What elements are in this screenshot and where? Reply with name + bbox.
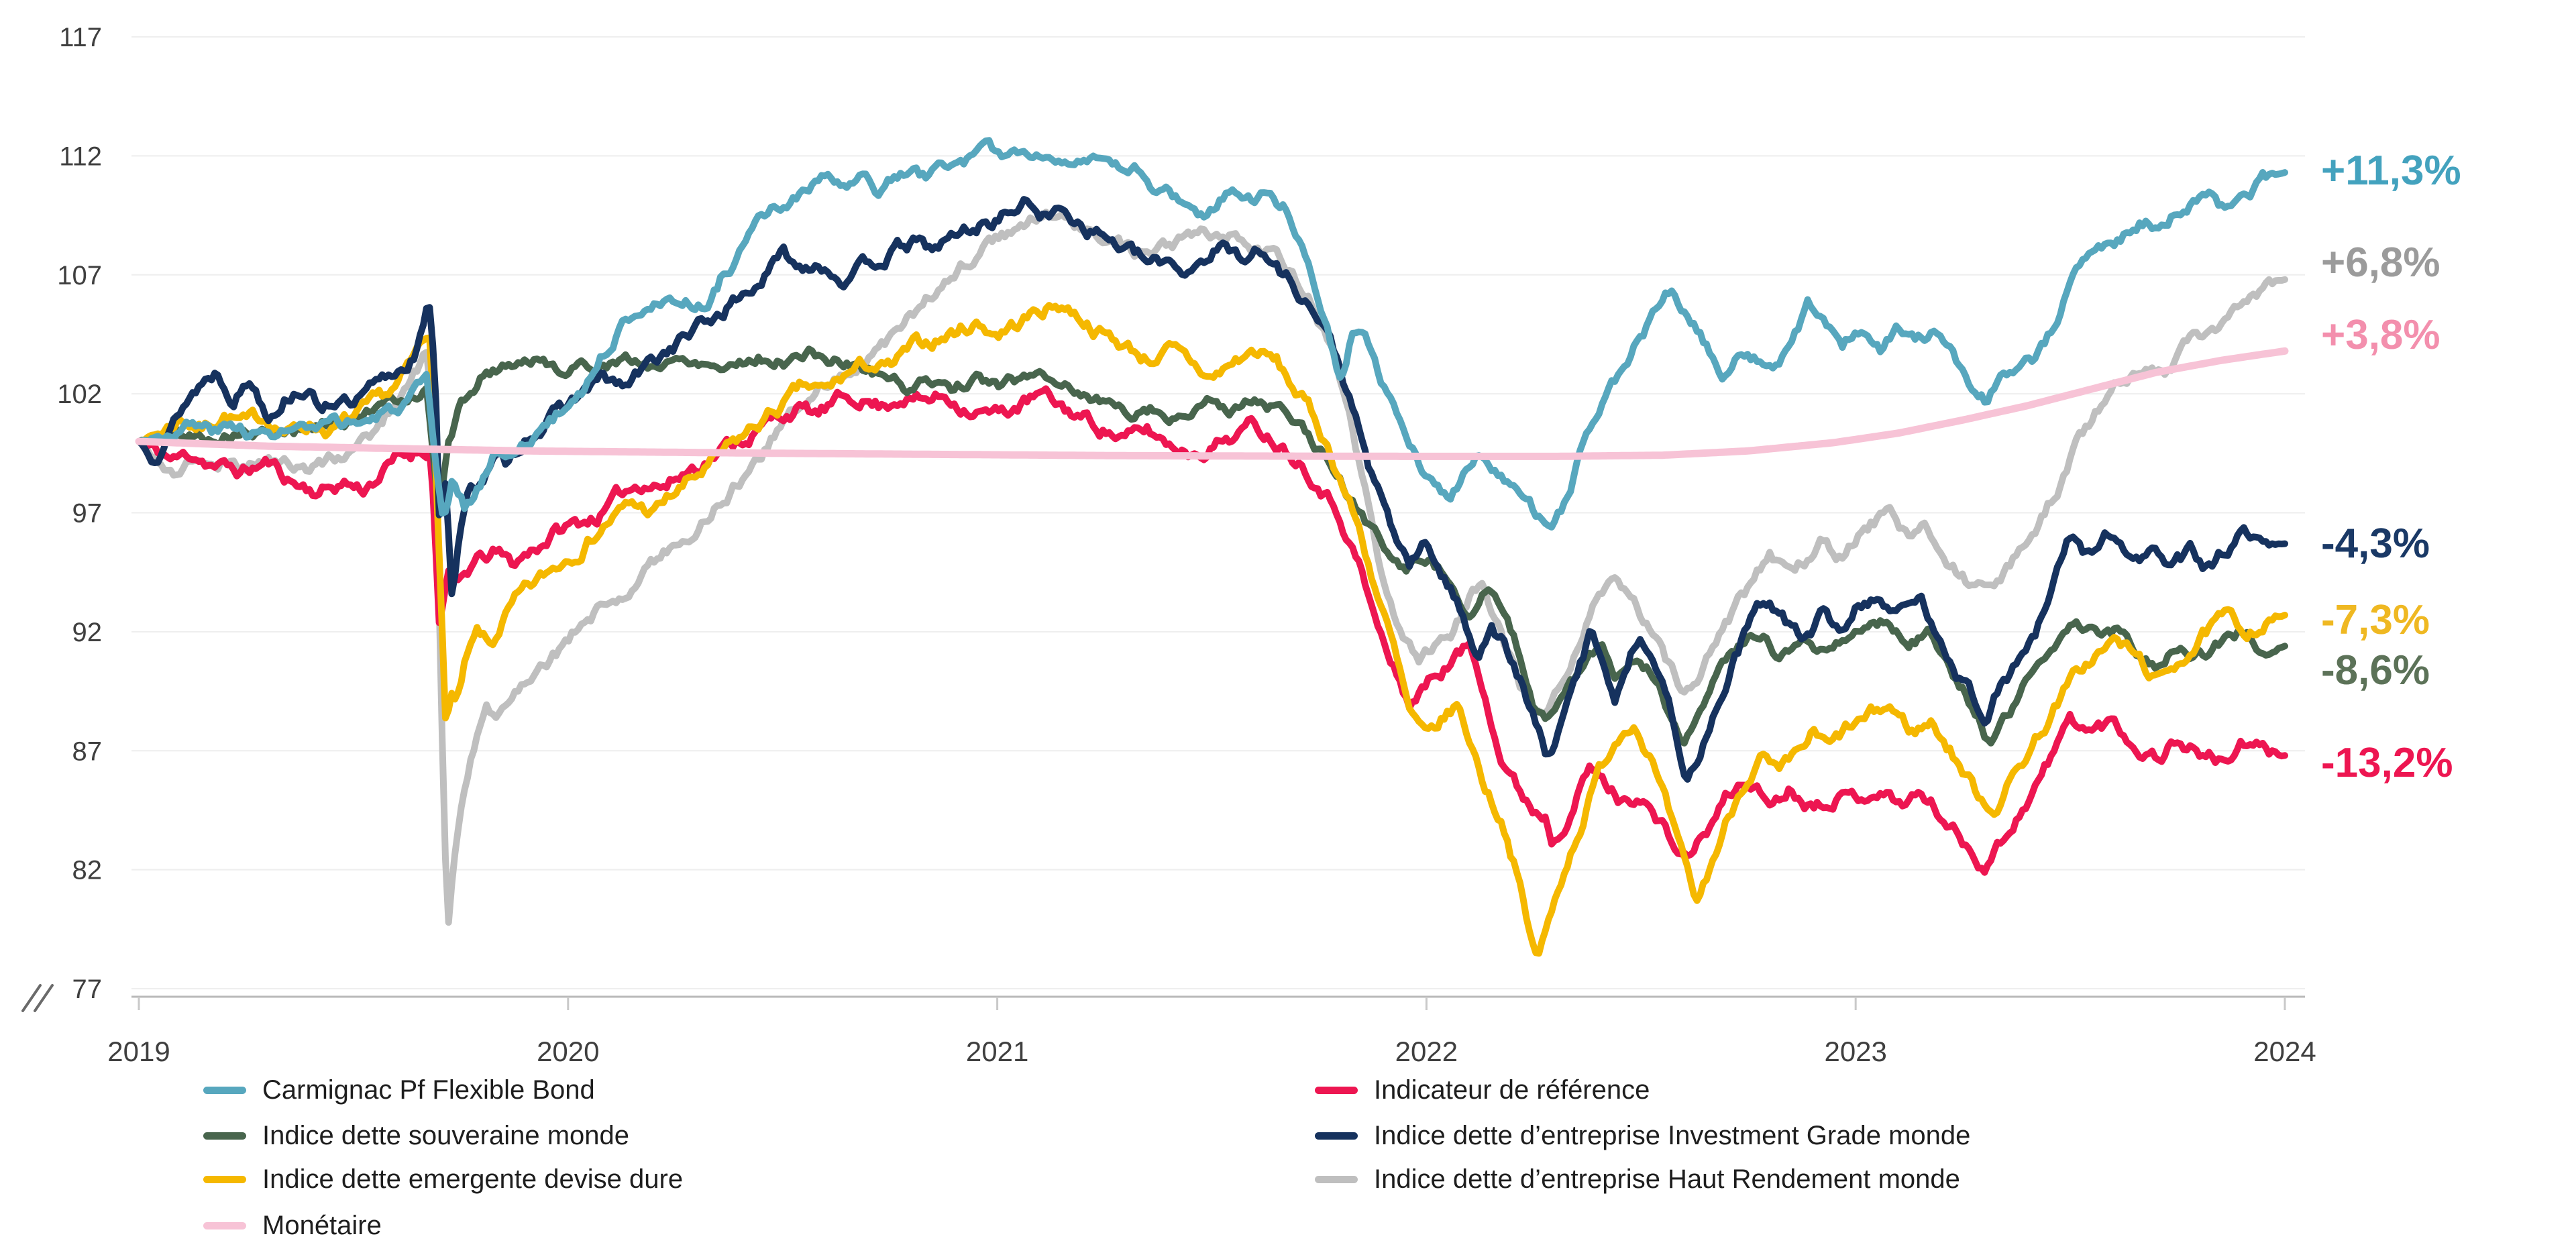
x-axis-tick-label: 2020 (537, 1036, 599, 1067)
end-label-dette-emergente: -7,3% (2321, 597, 2430, 643)
y-axis-tick-label: 112 (59, 142, 102, 171)
end-label-investment-grade: -4,3% (2321, 521, 2430, 567)
y-axis-tick-label: 77 (72, 975, 103, 1004)
legend-label: Indice dette emergente devise dure (262, 1164, 684, 1194)
series-line-indice-dette-d-entreprise-haut-rendement-monde (136, 209, 2288, 926)
y-axis-tick-label: 97 (72, 499, 103, 529)
legend-label: Indice dette d’entreprise Haut Rendement… (1374, 1164, 1960, 1194)
series-line-mon-taire (135, 347, 2289, 460)
axis-break-icon (21, 984, 54, 1012)
x-axis-tick-label: 2019 (107, 1036, 170, 1067)
gridlines (131, 36, 2305, 989)
legend-swatch-haut-rendement-icon (1315, 1175, 1358, 1183)
x-axis-tick-label: 2022 (1395, 1036, 1458, 1067)
legend-swatch-souveraine-icon (203, 1132, 246, 1140)
end-label-indicateur-reference: -13,2% (2321, 740, 2453, 786)
series-line-indice-dette-emergente-devise-dure (136, 302, 2288, 957)
axes (131, 995, 2305, 1010)
y-axis-tick-label: 82 (72, 856, 103, 885)
x-axis-tick-label: 2023 (1824, 1036, 1886, 1067)
y-axis-tick-label: 117 (59, 23, 102, 52)
legend-swatch-investment-grade-icon (1315, 1132, 1358, 1140)
legend-swatch-monetaire-icon (203, 1221, 246, 1229)
legend-swatch-emergente-icon (203, 1175, 246, 1183)
legend-item-dette-souveraine: Indice dette souveraine monde (203, 1119, 629, 1152)
legend-label: Monétaire (262, 1210, 382, 1240)
end-label-monetaire: +3,8% (2321, 312, 2440, 358)
x-axis-tick-label: 2024 (2253, 1036, 2316, 1067)
series-line-indicateur-de-r-f-rence (136, 385, 2288, 876)
y-axis-tick-label: 92 (72, 618, 103, 647)
legend-item-dette-emergente: Indice dette emergente devise dure (203, 1163, 683, 1195)
legend-item-monetaire: Monétaire (203, 1209, 382, 1242)
legend-item-haut-rendement: Indice dette d’entreprise Haut Rendement… (1315, 1163, 1960, 1195)
y-axis-tick-label: 107 (57, 261, 102, 290)
legend-label: Indice dette souveraine monde (262, 1120, 630, 1150)
legend-item-indicateur-reference: Indicateur de référence (1315, 1074, 1650, 1106)
legend-item-investment-grade: Indice dette d’entreprise Investment Gra… (1315, 1119, 1970, 1152)
y-axis-tick-label: 87 (72, 736, 103, 766)
legend-swatch-carmignac-icon (203, 1086, 246, 1094)
legend-item-carmignac-pf-flexible-bond: Carmignac Pf Flexible Bond (203, 1074, 595, 1106)
legend-label: Carmignac Pf Flexible Bond (262, 1075, 595, 1105)
x-axis-tick-label: 2021 (966, 1036, 1028, 1067)
series-line-indice-dette-souveraine-monde (136, 345, 2288, 747)
legend-label: Indice dette d’entreprise Investment Gra… (1374, 1120, 1971, 1150)
series-lines (135, 137, 2289, 957)
y-axis-tick-label: 102 (57, 380, 102, 409)
axis-tick-labels: 117 112 107 102 97 92 87 82 77 2019 2020 2021 2022 20… (57, 23, 2316, 1067)
end-label-haut-rendement: +6,8% (2321, 239, 2440, 286)
legend-swatch-reference-icon (1315, 1086, 1358, 1094)
end-label-dette-souveraine: -8,6% (2321, 647, 2430, 694)
end-label-carmignac-pf-flexible-bond: +11,3% (2321, 148, 2461, 194)
legend-label: Indicateur de référence (1374, 1075, 1650, 1105)
series-line-carmignac-pf-flexible-bond (136, 137, 2288, 531)
